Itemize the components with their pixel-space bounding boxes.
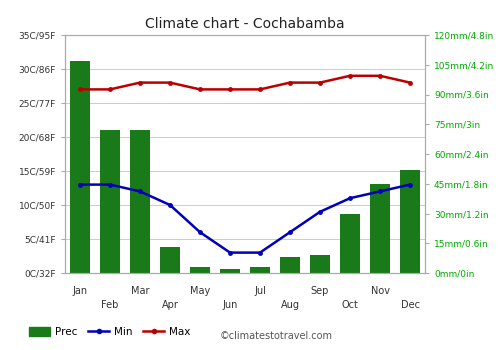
Title: Climate chart - Cochabamba: Climate chart - Cochabamba <box>145 17 345 31</box>
Text: Dec: Dec <box>400 300 419 310</box>
Bar <box>310 255 330 273</box>
Text: ©climatestotravel.com: ©climatestotravel.com <box>220 331 333 341</box>
Bar <box>250 267 270 273</box>
Legend: Prec, Min, Max: Prec, Min, Max <box>25 323 195 341</box>
Bar <box>130 130 150 273</box>
Text: Jul: Jul <box>254 286 266 296</box>
Text: Jun: Jun <box>222 300 238 310</box>
Bar <box>340 214 360 273</box>
Bar <box>370 184 390 273</box>
Text: May: May <box>190 286 210 296</box>
Text: Oct: Oct <box>342 300 358 310</box>
Text: Mar: Mar <box>131 286 149 296</box>
Text: Jan: Jan <box>72 286 88 296</box>
Text: Nov: Nov <box>370 286 390 296</box>
Bar <box>100 130 120 273</box>
Bar <box>70 61 90 273</box>
Text: Feb: Feb <box>102 300 118 310</box>
Bar <box>220 269 240 273</box>
Text: Apr: Apr <box>162 300 178 310</box>
Text: Sep: Sep <box>311 286 329 296</box>
Bar <box>190 267 210 273</box>
Bar <box>280 257 300 273</box>
Bar <box>400 170 420 273</box>
Bar <box>160 247 180 273</box>
Text: Aug: Aug <box>280 300 299 310</box>
